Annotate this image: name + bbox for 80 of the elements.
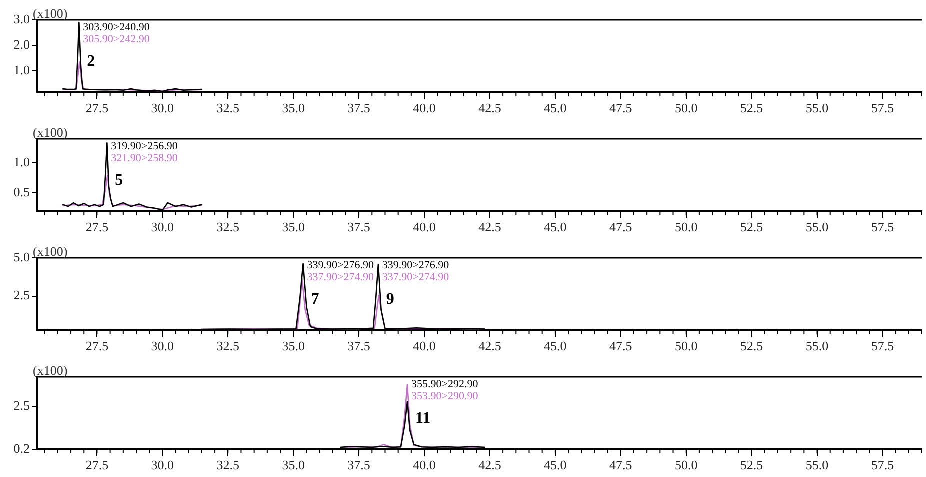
x-tick-label: 30.0: [151, 100, 174, 116]
x-tick-label: 55.0: [806, 338, 829, 354]
x-tick-label: 27.5: [86, 338, 109, 354]
x-tick-label: 30.0: [151, 220, 174, 235]
x-tick-label: 57.5: [871, 220, 894, 235]
x-tick-label: 37.5: [348, 100, 370, 116]
x-tick-label: 37.5: [348, 220, 370, 235]
x-tick-label: 40.0: [413, 220, 436, 235]
series-label: 321.90>258.90: [111, 152, 178, 164]
x-tick-label: 35.0: [282, 100, 305, 116]
x-tick-label: 52.5: [740, 100, 764, 116]
x-tick-label: 45.0: [544, 458, 567, 473]
x-tick-label: 35.0: [282, 338, 305, 354]
y-axis-title: (x100): [33, 362, 68, 378]
x-tick-label: 30.0: [151, 458, 174, 473]
x-tick-label: 57.5: [871, 338, 894, 354]
y-axis-title: (x100): [33, 6, 68, 21]
x-tick-label: 27.5: [86, 100, 109, 116]
x-tick-label: 55.0: [806, 458, 829, 473]
x-tick-label: 42.5: [478, 100, 502, 116]
x-tick-label: 52.5: [740, 220, 764, 235]
x-tick-label: 37.5: [348, 338, 370, 354]
x-tick-label: 45.0: [544, 220, 567, 235]
x-tick-label: 55.0: [806, 100, 829, 116]
x-tick-label: 47.5: [610, 100, 632, 116]
x-tick-label: 57.5: [871, 458, 894, 473]
y-tick-label: 3.0: [14, 11, 30, 26]
x-tick-label: 47.5: [610, 220, 632, 235]
x-tick-label: 50.0: [674, 100, 698, 116]
x-tick-label: 32.5: [216, 100, 240, 116]
y-tick-label: 5.0: [14, 249, 30, 264]
y-tick-label: 1.0: [14, 62, 30, 78]
x-tick-label: 37.5: [348, 458, 370, 473]
series-label: 355.90>292.90: [411, 378, 479, 390]
x-tick-label: 35.0: [282, 458, 305, 473]
x-tick-label: 42.5: [478, 458, 502, 473]
x-tick-label: 47.5: [610, 338, 632, 354]
annotation: 5: [115, 172, 124, 190]
x-tick-label: 30.0: [151, 338, 174, 354]
series-label: 319.90>256.90: [111, 140, 178, 152]
annotation: 7: [311, 291, 320, 308]
annotation: 9: [386, 291, 394, 308]
x-tick-label: 55.0: [806, 220, 829, 235]
x-tick-label: 50.0: [674, 458, 698, 473]
x-tick-label: 45.0: [544, 100, 567, 116]
y-tick-label: 2.0: [14, 37, 30, 52]
x-tick-label: 50.0: [674, 338, 698, 354]
x-tick-label: 27.5: [86, 458, 109, 473]
series-label: 303.90>240.90: [83, 21, 150, 34]
x-tick-label: 27.5: [86, 220, 109, 235]
x-tick-label: 40.0: [413, 458, 436, 473]
x-tick-label: 32.5: [216, 220, 240, 235]
y-tick-label: 2.5: [14, 288, 30, 303]
x-tick-label: 32.5: [216, 458, 240, 473]
x-tick-label: 47.5: [610, 458, 632, 473]
series-label: 305.90>242.90: [83, 33, 150, 46]
y-tick-label: 0.2: [14, 440, 30, 456]
y-tick-label: 2.5: [14, 398, 30, 413]
y-axis-title: (x100): [33, 244, 68, 259]
annotation: 2: [87, 53, 96, 70]
y-tick-label: 0.5: [14, 184, 30, 200]
series-label: 339.90>276.90: [307, 259, 374, 272]
text: 337.90>274.90: [382, 271, 450, 284]
x-tick-label: 40.0: [413, 100, 436, 116]
x-tick-label: 57.5: [871, 100, 894, 116]
x-tick-label: 52.5: [740, 458, 764, 473]
x-tick-label: 52.5: [740, 338, 764, 354]
x-tick-label: 35.0: [282, 220, 305, 235]
text: 339.90>276.90: [382, 259, 450, 272]
x-tick-label: 50.0: [674, 220, 698, 235]
series-label: 337.90>274.90: [307, 271, 374, 284]
x-tick-label: 45.0: [544, 338, 567, 354]
x-tick-label: 42.5: [478, 220, 502, 235]
y-axis-title: (x100): [33, 124, 68, 140]
x-tick-label: 42.5: [478, 338, 502, 354]
y-tick-label: 1.0: [14, 154, 30, 170]
x-tick-label: 40.0: [413, 338, 436, 354]
series-label: 353.90>290.90: [411, 390, 479, 402]
annotation: 11: [415, 410, 431, 428]
x-tick-label: 32.5: [216, 338, 240, 354]
